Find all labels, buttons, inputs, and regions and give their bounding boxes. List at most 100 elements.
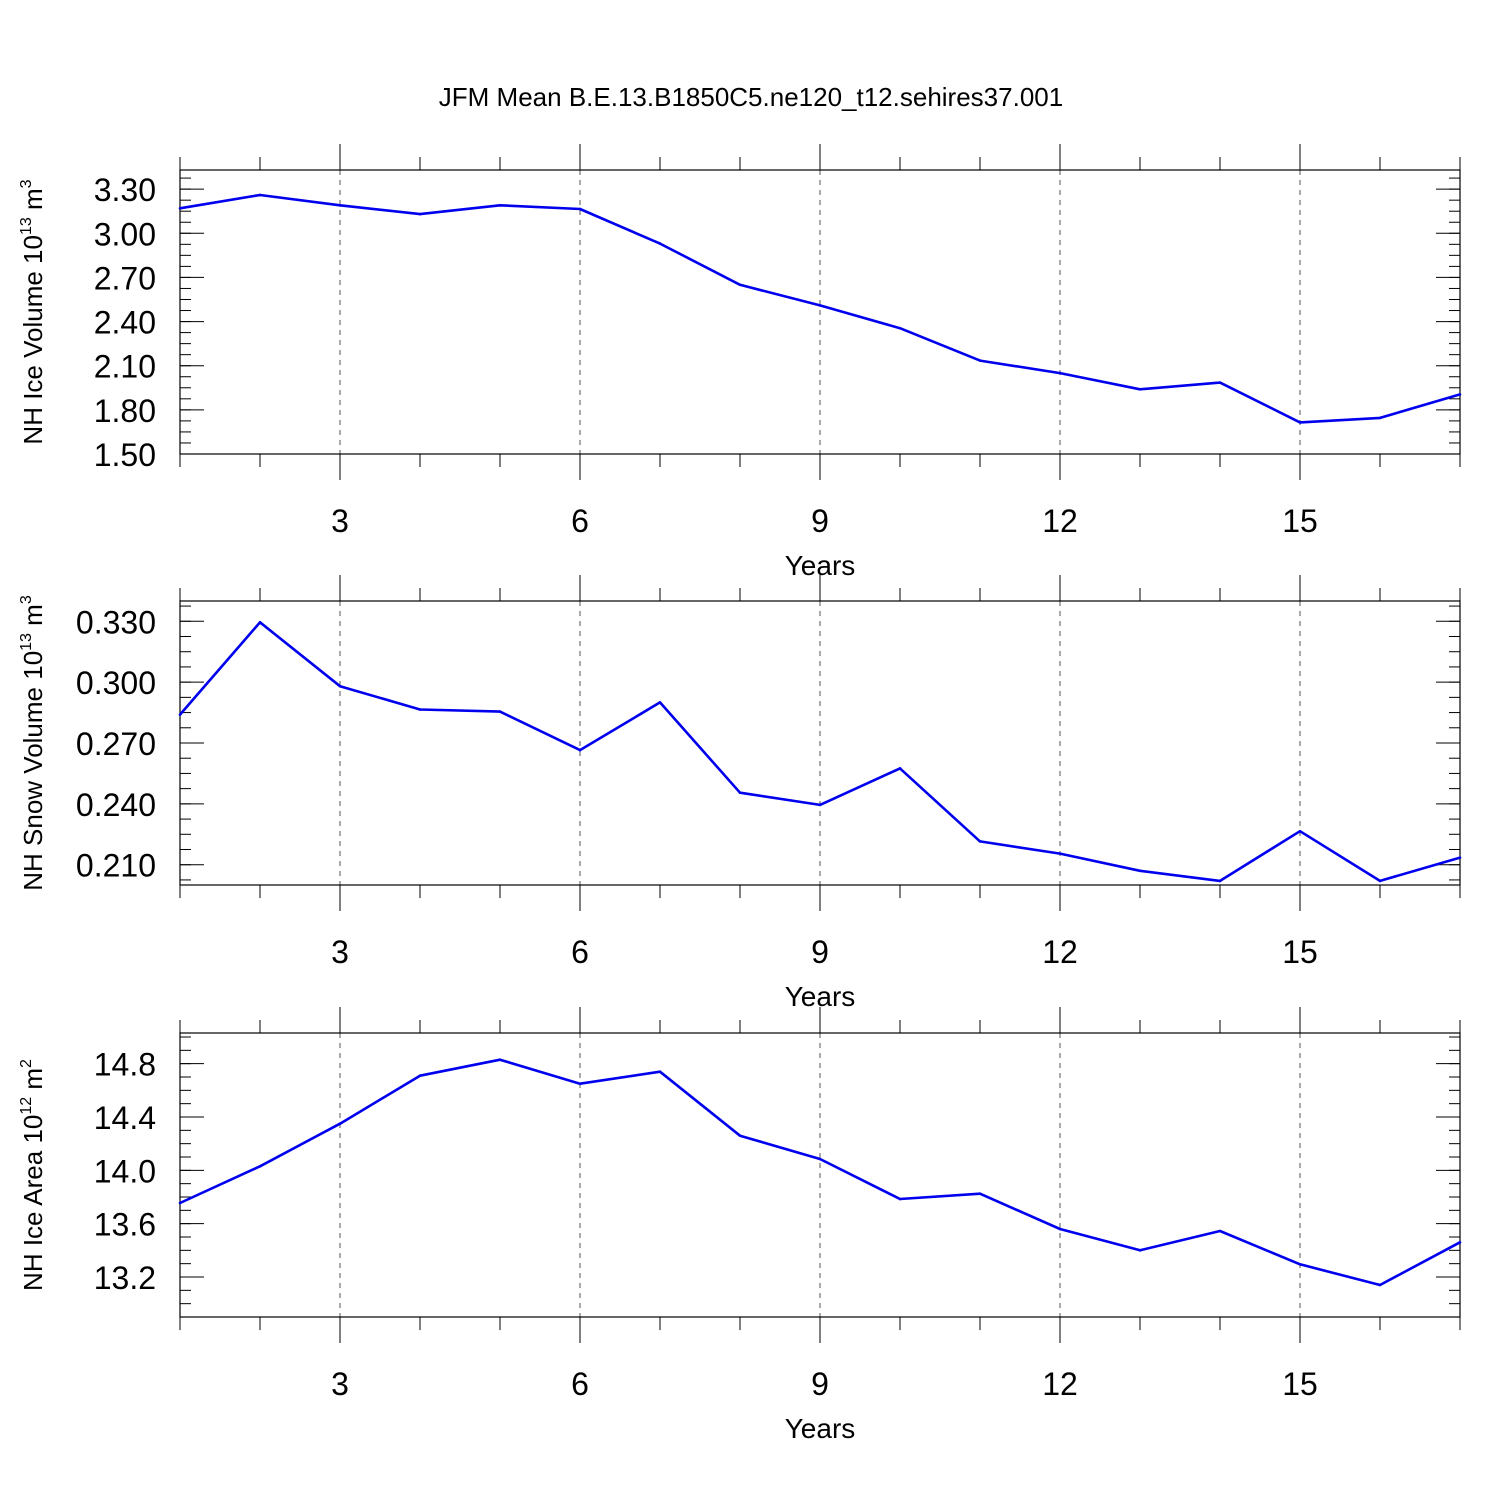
data-point [1378,416,1382,420]
data-point [578,1082,582,1085]
data-point [258,621,262,624]
data-point [1058,371,1062,375]
y-tick-label: 13.6 [94,1207,156,1243]
data-point [178,1201,182,1205]
y-axis-label-text: NH Snow Volume 10 [18,651,48,891]
data-point [498,1058,502,1061]
data-point [418,708,422,711]
data-point [658,242,662,245]
y-tick-label: 0.210 [76,848,156,884]
y-tick-label: 1.80 [94,393,156,429]
x-tick-label: 15 [1282,503,1318,539]
x-tick-label: 9 [811,1366,829,1402]
data-point [578,207,582,211]
data-point [1378,1283,1382,1287]
y-axis-label-unit: m [18,1068,48,1097]
data-point [818,1157,822,1161]
y-tick-label: 0.270 [76,726,156,762]
data-point [1298,829,1302,833]
data-point [1458,856,1462,859]
data-point [738,1134,742,1137]
data-point [258,193,262,197]
data-point [898,767,902,770]
data-point [818,803,822,807]
data-point [1298,1263,1302,1266]
data-point [578,748,582,752]
data-point [1138,869,1142,873]
y-tick-label: 0.240 [76,787,156,823]
data-point [338,1122,342,1125]
x-tick-label: 3 [331,1366,349,1402]
x-tick-label: 6 [571,934,589,970]
data-point [338,204,342,207]
y-tick-label: 14.4 [94,1100,156,1136]
y-axis-label-unit-exponent: 3 [18,179,35,188]
x-tick-label: 6 [571,1366,589,1402]
x-axis-label: Years [785,981,856,1012]
y-axis-label: NH Ice Area 1012 m2 [18,1059,48,1291]
data-point [978,359,982,362]
data-point [178,713,182,716]
x-tick-label: 12 [1042,1366,1078,1402]
y-tick-label: 3.00 [94,216,156,252]
data-point [1218,1229,1222,1233]
y-axis-label-text: NH Ice Volume 10 [18,235,48,445]
data-point [738,791,742,794]
data-point [1218,879,1222,883]
y-axis-label-text: NH Ice Area 10 [18,1115,48,1291]
x-tick-label: 3 [331,934,349,970]
y-tick-label: 2.10 [94,349,156,385]
x-tick-label: 12 [1042,503,1078,539]
data-point [498,710,502,713]
y-axis-label-exponent: 13 [18,633,35,651]
data-point [658,1070,662,1073]
data-point [1378,879,1382,883]
x-tick-label: 6 [571,503,589,539]
y-axis-label-unit: m [18,604,48,633]
data-point [498,204,502,207]
x-tick-label: 9 [811,934,829,970]
y-axis-label-exponent: 13 [18,217,35,235]
panels: 3 6 9 12 15 Years 1.50 1.80 2.10 2.40 2.70 3.00 3.30… [18,144,1462,1444]
y-tick-label: 13.2 [94,1260,156,1296]
y-tick-label: 14.0 [94,1153,156,1189]
data-point [1298,421,1302,424]
y-axis-label: NH Ice Volume 1013 m3 [18,179,48,444]
data-point [658,701,662,704]
data-point [1058,1227,1062,1231]
data-point [418,1074,422,1077]
y-axis-label: NH Snow Volume 1013 m3 [18,595,48,891]
x-tick-label: 3 [331,503,349,539]
x-tick-label: 9 [811,503,829,539]
data-point [1138,387,1142,391]
panel-2: 3 6 9 12 15 Years 0.210 0.240 0.270 0.300 0.330 NH … [18,575,1462,1012]
y-axis-label-exponent: 12 [18,1097,35,1115]
panel-3: 3 6 9 12 15 Years 13.2 13.6 14.0 14.4 14.8 NH Ice A… [18,1007,1462,1444]
y-axis-label-unit: m [18,188,48,217]
data-point [1138,1249,1142,1252]
x-axis-label: Years [785,1413,856,1444]
data-point [1458,1241,1462,1244]
x-tick-label: 12 [1042,934,1078,970]
data-point [738,283,742,287]
y-tick-label: 0.330 [76,604,156,640]
y-axis-label-unit-exponent: 3 [18,595,35,604]
y-tick-label: 14.8 [94,1047,156,1083]
data-point [1458,393,1462,396]
x-tick-label: 15 [1282,934,1318,970]
data-point [818,304,822,307]
panel-1: 3 6 9 12 15Years1.501.802.102.402.703.003.30… [18,144,1462,581]
x-tick-label: 15 [1282,1366,1318,1402]
data-point [1058,852,1062,855]
chart-title: JFM Mean B.E.13.B1850C5.ne120_t12.sehire… [439,82,1063,112]
data-point [338,684,342,688]
y-axis-label-unit-exponent: 2 [18,1059,35,1068]
data-point [258,1165,262,1168]
data-point [178,206,182,210]
y-tick-label: 2.70 [94,260,156,296]
y-tick-label: 2.40 [94,305,156,341]
y-tick-label: 3.30 [94,172,156,208]
data-point [978,1192,982,1195]
data-point [898,326,902,330]
